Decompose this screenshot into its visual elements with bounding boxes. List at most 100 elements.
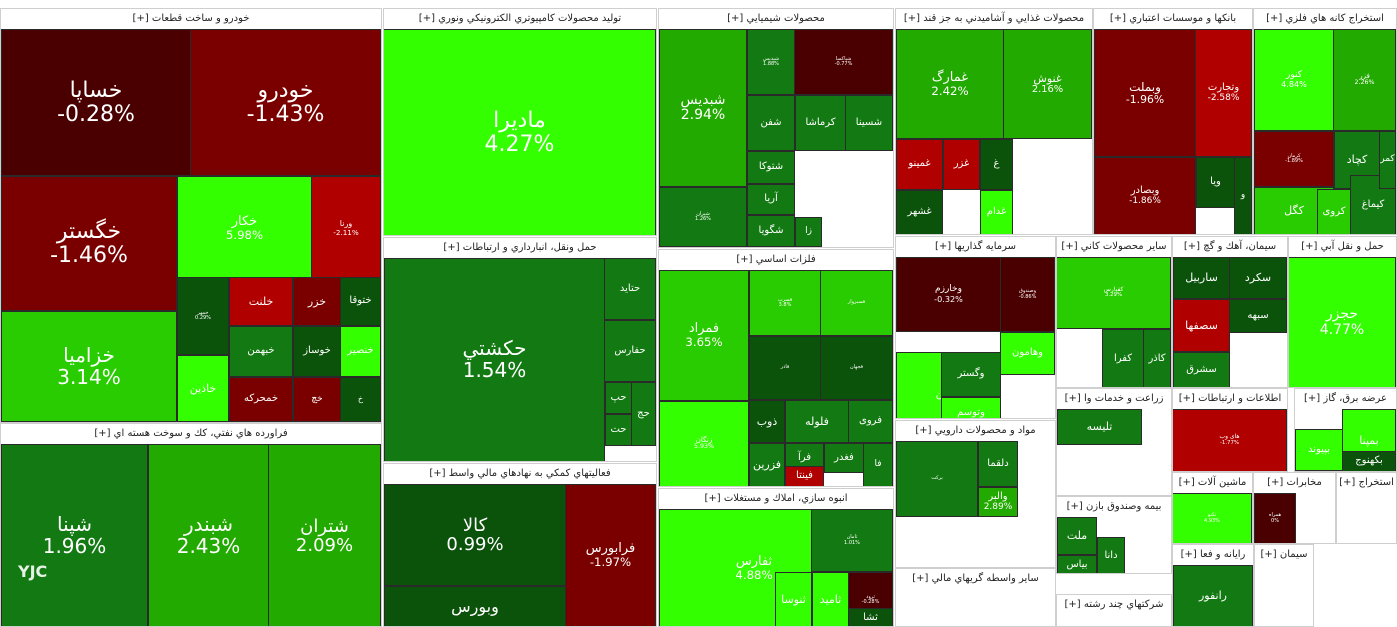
sector-header[interactable]: مخابرات [+] (1254, 473, 1335, 493)
stock-tile[interactable]: آریا (747, 184, 795, 215)
stock-tile[interactable]: کمر (1379, 131, 1396, 189)
sector-header[interactable]: محصولات شيميايي [+] (659, 9, 893, 29)
sector-header[interactable]: فراورده هاي نفتي، كك و سوخت هسته اي [+] (1, 424, 381, 444)
stock-tile[interactable]: شبندر 2.43% (148, 444, 269, 626)
stock-tile[interactable]: وتجارت -2.58% (1195, 29, 1252, 157)
sector-header[interactable]: بيمه وصندوق بازن [+] (1057, 497, 1171, 517)
stock-tile[interactable]: دلقما (978, 441, 1018, 487)
sector-header[interactable]: شركتهاي چند رشته [+] (1057, 595, 1171, 615)
stock-tile[interactable]: بیاس (1057, 555, 1097, 573)
stock-tile[interactable]: شتران 2.09% (268, 444, 381, 626)
stock-tile[interactable]: بپیوند (1295, 429, 1343, 471)
stock-tile[interactable]: فرابورس -1.97% (565, 484, 656, 626)
stock-tile[interactable]: ملت (1057, 517, 1097, 555)
sector-header[interactable]: ساير واسطه گريهاي مالي [+] (896, 569, 1055, 589)
stock-tile[interactable]: خودرو -1.43% (190, 29, 381, 176)
stock-tile[interactable]: ختوقا (340, 277, 381, 326)
sector-header[interactable]: عرضه برق، گاز [+] (1295, 389, 1396, 409)
stock-tile[interactable]: ساربیل (1173, 257, 1230, 299)
stock-tile[interactable]: کروی (1317, 189, 1351, 234)
stock-tile[interactable]: حكشتي 1.54% (384, 258, 605, 461)
stock-tile[interactable]: فزر 2.26% (1333, 29, 1396, 131)
sector-header[interactable]: انبوه سازي، املاك و مستغلات [+] (659, 489, 893, 509)
stock-tile[interactable]: کاذر (1143, 329, 1171, 387)
sector-header[interactable]: سيمان [+] (1255, 545, 1313, 565)
stock-tile[interactable]: ثامید (812, 572, 849, 626)
stock-tile[interactable]: غ (980, 139, 1013, 190)
stock-tile[interactable]: تکنو 4.93% (1173, 493, 1252, 543)
stock-tile[interactable]: غمارگ 2.42% (896, 29, 1004, 139)
stock-tile[interactable]: غزر (943, 139, 980, 190)
stock-tile[interactable]: شپدیس 1.88% (747, 29, 795, 95)
stock-tile[interactable]: فینتا (785, 466, 824, 486)
stock-tile[interactable]: سصفها (1173, 299, 1230, 352)
stock-tile[interactable]: سشرق (1173, 352, 1230, 387)
stock-tile[interactable]: خاذین (177, 355, 229, 422)
stock-tile[interactable]: حج (631, 382, 656, 446)
stock-tile[interactable]: فمراد 3.65% (659, 270, 749, 401)
stock-tile[interactable]: خکار 5.98% (177, 176, 312, 281)
stock-tile[interactable]: شگویا (747, 215, 795, 247)
stock-tile[interactable]: حپ (605, 382, 632, 414)
stock-tile[interactable]: وبصادر -1.86% (1094, 157, 1196, 234)
stock-tile[interactable]: زا (795, 217, 822, 247)
sector-header[interactable]: استخراج [+] (1337, 473, 1396, 493)
stock-tile[interactable]: خلنت (229, 277, 293, 326)
stock-tile[interactable]: وهامون (1000, 332, 1055, 375)
sector-header[interactable]: بانكها و موسسات اعتباري [+] (1094, 9, 1252, 29)
stock-tile[interactable]: والبر 2.89% (978, 487, 1018, 517)
stock-tile[interactable]: ورنا -2.11% (311, 176, 381, 281)
sector-header[interactable]: مواد و محصولات دارويي [+] (896, 421, 1055, 441)
stock-tile[interactable]: ذوب (749, 400, 785, 443)
stock-tile[interactable]: خبهمن (229, 326, 293, 377)
stock-tile[interactable]: کرماشا (795, 95, 846, 151)
stock-tile[interactable]: وصندوق -0.86% (1000, 257, 1055, 332)
stock-tile[interactable]: ثامان 1.01% (811, 509, 893, 572)
stock-tile[interactable]: خساپا -0.28% (1, 29, 191, 176)
stock-tile[interactable]: و (1234, 157, 1252, 234)
stock-tile[interactable]: وتوسم1.05% (941, 397, 1001, 418)
stock-tile[interactable]: فاذر (749, 336, 821, 400)
stock-tile[interactable]: وبورس (384, 586, 566, 626)
sector-header[interactable]: زراعت و خدمات وا [+] (1057, 389, 1171, 409)
stock-tile[interactable]: برکت (896, 441, 978, 517)
stock-tile[interactable]: خنصیر (340, 326, 381, 377)
sector-header[interactable]: ساير محصولات كاني [+] (1057, 237, 1171, 257)
stock-tile[interactable]: ثنوسا (775, 572, 812, 626)
stock-tile[interactable]: كالا 0.99% (384, 484, 566, 586)
stock-tile[interactable]: شفن (747, 95, 795, 151)
stock-tile[interactable]: ویا (1196, 157, 1235, 208)
stock-tile[interactable]: وبملت -1.96% (1094, 29, 1196, 157)
stock-tile[interactable]: زنگان 5.93% (659, 401, 749, 486)
stock-tile[interactable]: حفارس (604, 320, 656, 382)
stock-tile[interactable]: ثشا (848, 608, 893, 626)
stock-tile[interactable]: کنور 4.84% (1254, 29, 1334, 131)
sector-header[interactable]: حمل ونقل، انبارداري و ارتباطات [+] (384, 238, 656, 258)
stock-tile[interactable]: شپنا 1.96% (1, 444, 148, 626)
stock-tile[interactable]: وخارزم -0.32% (896, 257, 1001, 332)
stock-tile[interactable]: خ (340, 377, 381, 422)
stock-tile[interactable]: کفرا (1102, 329, 1144, 387)
sector-header[interactable]: خودرو و ساخت قطعات [+] (1, 9, 381, 29)
stock-tile[interactable]: فغدر (824, 443, 864, 473)
stock-tile[interactable]: حجزر 4.77% (1289, 257, 1396, 387)
stock-tile[interactable]: فسبزوار (820, 270, 893, 336)
stock-tile[interactable]: شیران 1.26% (659, 187, 747, 247)
stock-tile[interactable]: دانا (1097, 537, 1125, 573)
sector-header[interactable]: ماشين آلات [+] (1173, 473, 1252, 493)
stock-tile[interactable]: غنوش 2.16% (1003, 29, 1092, 139)
stock-tile[interactable]: شپاکسا -0.77% (794, 29, 893, 95)
stock-tile[interactable]: غدام (980, 190, 1013, 234)
stock-tile[interactable]: فزرین (749, 443, 785, 486)
stock-tile[interactable]: خمحرکه (229, 377, 293, 422)
sector-header[interactable]: حمل و نقل آبي [+] (1289, 237, 1396, 257)
stock-tile[interactable]: های وب -1.77% (1173, 409, 1287, 471)
stock-tile[interactable]: خوساز (293, 326, 341, 377)
sector-header[interactable]: فعاليتهاي كمكي به نهادهاي مالي واسط [+] (384, 464, 656, 484)
sector-header[interactable]: رايانه و فعا [+] (1173, 545, 1253, 565)
stock-tile[interactable]: سبهه (1229, 299, 1287, 333)
stock-tile[interactable]: تلیسه (1057, 409, 1142, 445)
stock-tile[interactable]: شتوکا (747, 151, 795, 184)
stock-tile[interactable]: رانفور (1173, 565, 1253, 626)
stock-tile[interactable]: خگستر -1.46% (1, 176, 177, 311)
